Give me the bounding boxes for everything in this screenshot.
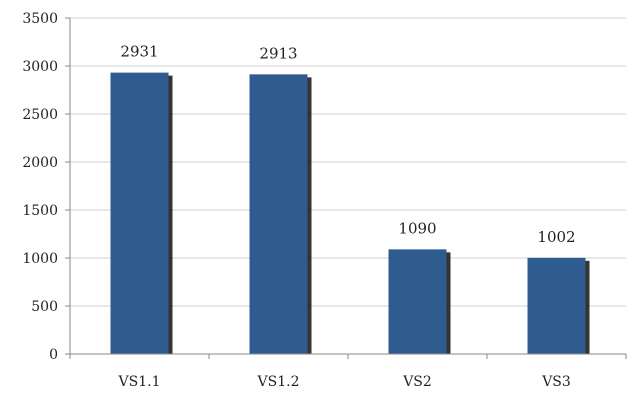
y-tick-label: 3500 [22, 11, 58, 27]
y-tick-label: 1000 [22, 251, 58, 267]
x-tick-label: VS1.2 [257, 374, 300, 390]
x-tick-label: VS2 [402, 374, 432, 390]
y-tick-label: 3000 [22, 59, 58, 75]
data-label: 1002 [537, 228, 575, 246]
y-axis-ticks: 0 500 1000 1500 2000 2500 3000 3500 [22, 11, 70, 363]
bar-vs1-1 [110, 72, 169, 355]
y-tick-label: 2500 [22, 107, 58, 123]
data-label: 1090 [398, 219, 436, 237]
bars [110, 72, 590, 355]
x-tick-label: VS1.1 [118, 374, 161, 390]
bar-vs2 [388, 249, 447, 354]
bar-vs3 [527, 257, 586, 354]
data-labels: 2931 2913 1090 1002 [120, 43, 575, 246]
y-tick-label: 1500 [22, 203, 58, 219]
y-tick-label: 0 [49, 347, 58, 363]
data-label: 2931 [120, 43, 158, 61]
x-axis-ticks: VS1.1 VS1.2 VS2 VS3 [69, 354, 627, 390]
x-tick-label: VS3 [541, 374, 571, 390]
y-tick-label: 500 [31, 299, 58, 315]
y-tick-label: 2000 [22, 155, 58, 171]
data-label: 2913 [259, 44, 297, 62]
bar-vs1-2 [249, 74, 308, 355]
